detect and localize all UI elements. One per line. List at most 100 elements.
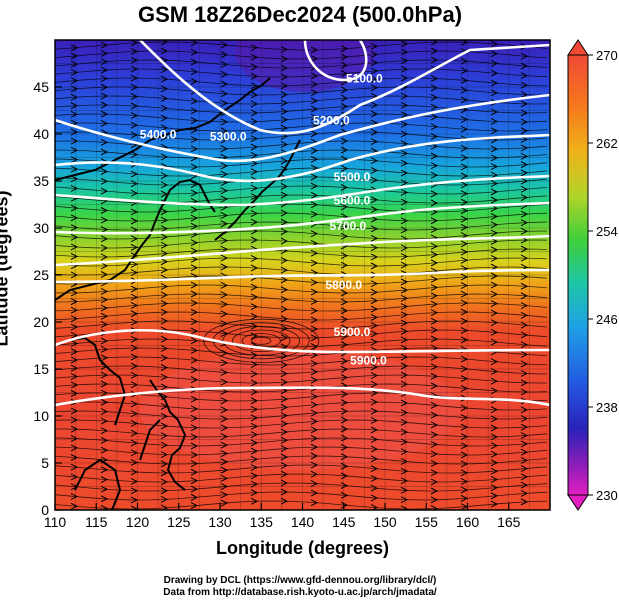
flow-arrow bbox=[220, 245, 229, 253]
flow-arrow bbox=[130, 400, 139, 408]
flow-arrow bbox=[460, 96, 469, 104]
y-tick-label: 5 bbox=[41, 455, 49, 471]
flow-arrow bbox=[70, 243, 79, 251]
flow-arrow bbox=[370, 157, 379, 165]
flow-arrow bbox=[520, 432, 529, 440]
flow-arrow bbox=[250, 431, 259, 439]
flow-arrow bbox=[220, 61, 229, 69]
flow-arrow bbox=[190, 68, 199, 76]
flow-arrow bbox=[370, 484, 379, 492]
flow-arrow bbox=[160, 441, 169, 449]
flow-arrow bbox=[520, 302, 529, 310]
flow-arrow bbox=[220, 458, 229, 466]
flow-arrow bbox=[490, 319, 499, 327]
flow-arrow bbox=[160, 422, 169, 430]
flow-arrow bbox=[400, 371, 409, 379]
flow-arrow bbox=[490, 459, 499, 467]
flow-arrow bbox=[190, 78, 199, 85]
flow-arrow bbox=[340, 203, 349, 211]
flow-arrow bbox=[190, 97, 199, 105]
flow-arrow bbox=[460, 355, 469, 363]
flow-arrow bbox=[160, 104, 169, 112]
contour-label: 5900.0 bbox=[334, 325, 371, 339]
y-tick-label: 20 bbox=[33, 314, 49, 330]
flow-arrow bbox=[400, 303, 409, 310]
japan-coastline bbox=[214, 139, 301, 241]
flow-arrow bbox=[460, 308, 469, 316]
flow-arrow bbox=[310, 201, 319, 209]
flow-arrow bbox=[430, 469, 439, 477]
flow-arrow bbox=[250, 255, 259, 262]
flow-arrow bbox=[520, 52, 529, 60]
flow-arrow bbox=[430, 496, 439, 504]
flow-arrow bbox=[400, 120, 409, 128]
x-tick-label: 165 bbox=[497, 514, 521, 530]
flow-arrow bbox=[70, 463, 79, 471]
contour-5200 bbox=[139, 40, 550, 135]
flow-arrow bbox=[400, 409, 409, 417]
flow-arrow bbox=[460, 163, 469, 171]
flow-arrow bbox=[460, 273, 469, 281]
contour-labels: 5100.0 5200.0 5300.0 5400.0 5500.0 5600.0 5700… bbox=[140, 71, 387, 367]
flow-arrow bbox=[310, 368, 319, 376]
flow-arrow bbox=[310, 278, 319, 286]
flow-arrow bbox=[130, 318, 139, 326]
flow-arrow bbox=[310, 46, 319, 54]
flow-arrow bbox=[130, 121, 139, 129]
flow-arrow bbox=[430, 162, 439, 170]
flow-arrow bbox=[280, 191, 289, 199]
x-tick-label: 110 bbox=[44, 514, 67, 530]
flow-arrow bbox=[280, 488, 289, 496]
flow-arrow bbox=[430, 84, 439, 92]
flow-arrow bbox=[190, 107, 199, 115]
height-contours bbox=[55, 40, 550, 407]
flow-arrow bbox=[100, 380, 109, 388]
flow-arrow bbox=[160, 266, 169, 274]
flow-arrow bbox=[490, 406, 499, 414]
flow-arrow bbox=[160, 317, 169, 325]
flow-arrow bbox=[280, 124, 289, 132]
flow-arrow bbox=[460, 223, 469, 231]
flow-arrow bbox=[310, 461, 319, 469]
contour-5400 bbox=[55, 133, 550, 183]
flow-arrow bbox=[370, 435, 379, 443]
flow-arrow bbox=[310, 122, 319, 129]
flow-arrow bbox=[370, 363, 379, 371]
circulation-ring bbox=[222, 325, 301, 356]
flow-arrow bbox=[520, 127, 529, 135]
streamlines bbox=[55, 40, 548, 510]
flow-arrow bbox=[160, 241, 169, 249]
y-tick-label: 30 bbox=[33, 220, 49, 236]
flow-arrow bbox=[160, 85, 169, 93]
flow-arrow bbox=[370, 225, 379, 233]
circulation-ring bbox=[203, 318, 320, 363]
flow-arrow bbox=[400, 101, 409, 109]
flow-arrow bbox=[280, 64, 289, 72]
flow-arrow bbox=[370, 426, 379, 434]
flow-arrow bbox=[280, 428, 289, 436]
flow-arrow bbox=[460, 477, 469, 485]
flow-arrow bbox=[70, 156, 79, 164]
flow-arrow bbox=[520, 245, 529, 253]
flow-arrow bbox=[430, 56, 439, 64]
flow-arrow bbox=[220, 136, 229, 144]
flow-arrow bbox=[400, 505, 409, 510]
flow-arrow bbox=[160, 432, 169, 440]
flow-arrow bbox=[520, 388, 529, 396]
flow-arrow bbox=[430, 242, 439, 250]
flow-arrow bbox=[310, 470, 319, 478]
flow-arrow bbox=[100, 495, 109, 503]
flow-arrow bbox=[190, 189, 199, 197]
flow-arrow bbox=[310, 417, 319, 425]
flow-arrow bbox=[370, 465, 379, 473]
flow-arrow bbox=[250, 184, 259, 192]
flow-arrow bbox=[130, 429, 139, 437]
flow-arrow bbox=[400, 294, 409, 302]
flow-arrow bbox=[520, 177, 529, 185]
flow-arrow bbox=[100, 75, 109, 83]
flow-arrow bbox=[250, 82, 259, 90]
flow-arrow bbox=[430, 372, 439, 380]
flow-arrow bbox=[490, 263, 499, 271]
flow-arrow bbox=[100, 226, 109, 233]
flow-arrow bbox=[220, 70, 229, 78]
